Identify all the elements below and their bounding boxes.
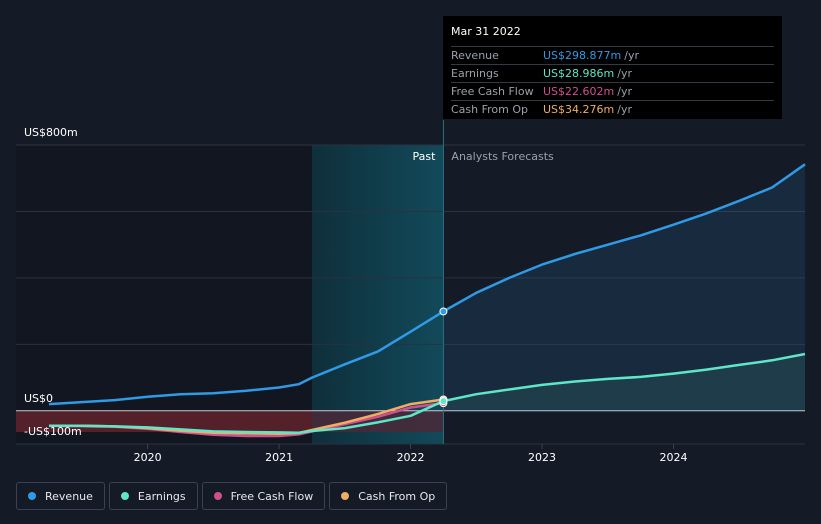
y-tick-label: US$0 <box>24 392 53 405</box>
x-tick-label: 2024 <box>660 451 688 464</box>
earnings-forecast-line <box>443 352 806 403</box>
forecast-label: Analysts Forecasts <box>451 150 554 163</box>
tooltip-value: US$28.986m <box>543 67 615 80</box>
tooltip-row-earnings: Earnings US$28.986m /yr <box>451 64 774 82</box>
x-tick-label: 2021 <box>265 451 293 464</box>
tooltip-label: Revenue <box>451 49 499 62</box>
tooltip-unit: /yr <box>617 67 632 80</box>
legend-label: Revenue <box>45 489 93 503</box>
legend-item-free-cash-flow[interactable]: Free Cash Flow <box>201 482 326 510</box>
legend-label: Earnings <box>137 489 186 503</box>
recent-region-highlight <box>311 145 444 444</box>
legend-item-revenue[interactable]: Revenue <box>16 482 105 510</box>
cash-from-op-dot-icon <box>341 492 350 500</box>
earnings-marker <box>439 397 448 406</box>
legend-label: Cash From Op <box>358 489 436 503</box>
past-region-bg <box>16 145 312 444</box>
tooltip-unit: /yr <box>624 49 639 62</box>
x-tick-label: 2022 <box>397 451 425 464</box>
revenue-line <box>48 310 445 406</box>
y-tick-label: US$800m <box>24 126 78 139</box>
tooltip-unit: /yr <box>617 85 632 98</box>
tooltip-value: US$298.877m <box>543 49 622 62</box>
past-label: Past <box>412 150 436 163</box>
revenue-marker <box>439 307 448 316</box>
tooltip-label: Cash From Op <box>451 103 529 116</box>
earnings-line <box>49 399 444 434</box>
tooltip-value: US$22.602m <box>543 85 615 98</box>
free-cash-flow-dot-icon <box>213 492 222 500</box>
tooltip-label: Free Cash Flow <box>451 85 534 98</box>
tooltip-row-cash-from-op: Cash From Op US$34.276m /yr <box>451 100 774 118</box>
tooltip-date: Mar 31 2022 <box>451 25 521 38</box>
tooltip: Mar 31 2022 Revenue US$298.877m /yr Earn… <box>443 16 782 119</box>
x-tick-label: 2023 <box>528 451 556 464</box>
revenue-forecast-area <box>443 164 805 411</box>
tooltip-value: US$34.276m <box>543 103 615 116</box>
legend-item-earnings[interactable]: Earnings <box>108 482 198 510</box>
revenue-forecast-line <box>442 163 806 313</box>
x-tick-label: 2020 <box>134 451 162 464</box>
earnings-dot-icon <box>120 492 129 500</box>
tooltip-unit: /yr <box>617 103 632 116</box>
y-tick-label: -US$100m <box>24 425 82 438</box>
earnings-forecast-area <box>443 354 805 411</box>
legend: Revenue Earnings Free Cash Flow Cash Fro… <box>16 482 448 510</box>
tooltip-label: Earnings <box>451 67 499 80</box>
tooltip-row-revenue: Revenue US$298.877m /yr <box>451 46 774 64</box>
tooltip-row-free-cash-flow: Free Cash Flow US$22.602m /yr <box>451 82 774 100</box>
legend-label: Free Cash Flow <box>230 489 314 503</box>
legend-item-cash-from-op[interactable]: Cash From Op <box>329 482 448 510</box>
revenue-dot-icon <box>28 492 36 500</box>
